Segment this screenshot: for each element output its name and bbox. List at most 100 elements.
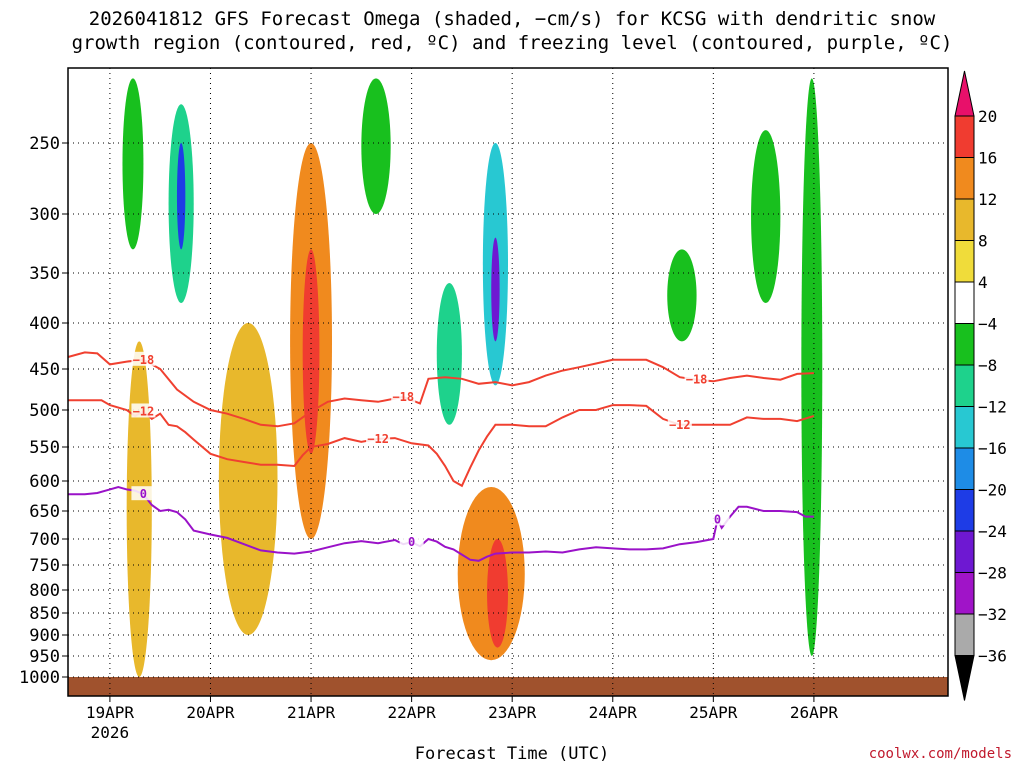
x-tick-label: 21APR	[287, 703, 336, 722]
contour-label-bg	[131, 351, 156, 366]
contour-label-bg	[131, 486, 156, 501]
colorbar-label: −24	[978, 522, 1007, 541]
contour-layer: −18 −18 −18 −12 −12 −12 0 0 0	[67, 351, 815, 562]
omega-region	[436, 283, 462, 425]
omega-region	[176, 143, 186, 250]
colorbar-label: 16	[978, 149, 997, 168]
ground-fill	[68, 677, 948, 696]
colorbar-swatch	[954, 406, 975, 449]
colorbar-swatch	[954, 572, 975, 615]
y-tick-label: 1000	[19, 668, 60, 688]
contour-line	[68, 485, 814, 562]
y-tick-label: 400	[29, 314, 60, 334]
omega-region	[667, 249, 697, 342]
colorbar-label: −4	[978, 315, 997, 334]
colorbar-label: 8	[978, 232, 988, 251]
colorbar: 20 16 12 8 4 −4 −8 −12 −16 −20 −24 −28 −32 −36	[954, 70, 1007, 701]
x-tick-label: 22APR	[388, 703, 437, 722]
omega-region	[361, 78, 391, 214]
credit-link[interactable]: coolwx.com/models	[868, 746, 1012, 762]
contour-label: −12	[669, 418, 691, 432]
x-axis-title: Forecast Time (UTC)	[414, 744, 610, 764]
x-tick-label: 24APR	[589, 703, 638, 722]
plot-frame	[67, 67, 949, 697]
colorbar-label: 4	[978, 273, 988, 292]
y-tick-label: 950	[29, 647, 60, 667]
contour-label-bg	[391, 388, 416, 403]
x-tick-label: 19APR	[86, 703, 135, 722]
colorbar-label: −20	[978, 481, 1007, 500]
colorbar-swatch	[954, 157, 975, 200]
omega-region	[751, 130, 781, 303]
contour-label: 0	[714, 512, 721, 526]
y-tick-label: 600	[29, 472, 60, 492]
contour-label-bg	[399, 534, 424, 549]
y-tick-label: 500	[29, 401, 60, 421]
omega-region	[218, 323, 278, 635]
colorbar-swatch	[954, 240, 975, 283]
colorbar-swatch	[954, 613, 975, 656]
contour-label: −18	[133, 353, 155, 367]
colorbar-swatch	[954, 198, 975, 241]
colorbar-label: −16	[978, 439, 1007, 458]
colorbar-swatch	[954, 281, 975, 324]
x-tick-label: 25APR	[689, 703, 738, 722]
omega-shading-layer	[122, 78, 823, 677]
contour-label-bg	[684, 371, 709, 386]
colorbar-label: −36	[978, 647, 1007, 666]
contour-label: −12	[133, 404, 155, 418]
y-tick-label: 900	[29, 626, 60, 646]
y-tick-label: 800	[29, 581, 60, 601]
contour-line	[67, 351, 814, 428]
omega-region	[126, 341, 152, 677]
colorbar-label: −12	[978, 398, 1007, 417]
colorbar-swatch	[954, 364, 975, 407]
x-tick-label: 26APR	[790, 703, 839, 722]
colorbar-label: 12	[978, 190, 997, 209]
omega-region	[122, 78, 144, 250]
omega-region	[302, 249, 320, 454]
colorbar-swatch	[954, 115, 975, 158]
contour-label-bg	[705, 511, 730, 526]
omega-region	[801, 78, 823, 656]
contour-label: 0	[408, 535, 415, 549]
contour-label-bg	[667, 416, 692, 431]
colorbar-arrow-top	[954, 70, 975, 117]
colorbar-arrow-bottom	[954, 655, 975, 701]
y-tick-label: 550	[29, 438, 60, 458]
contour-label: 0	[140, 487, 147, 501]
y-tick-label: 350	[29, 264, 60, 284]
contour-label-bg	[366, 430, 391, 445]
y-tick-label: 750	[29, 556, 60, 576]
contour-label: −18	[686, 373, 708, 387]
contour-label: −12	[367, 432, 389, 446]
y-tick-label: 850	[29, 604, 60, 624]
x-tick-label: 23APR	[488, 703, 537, 722]
contour-label-bg	[131, 403, 156, 418]
contour-label: −18	[392, 390, 414, 404]
ground-layer	[68, 677, 948, 696]
y-tick-label: 250	[29, 134, 60, 154]
omega-region	[491, 237, 500, 342]
y-tick-label: 300	[29, 205, 60, 225]
colorbar-swatch	[954, 447, 975, 490]
chart-title-line-2: growth region (contoured, red, ºC) and f…	[71, 32, 953, 54]
colorbar-label: 20	[978, 107, 997, 126]
x-tick-sublabel: 2026	[91, 723, 130, 742]
chart-title-line-1: 2026041812 GFS Forecast Omega (shaded, −…	[88, 8, 936, 30]
colorbar-label: −32	[978, 605, 1007, 624]
colorbar-label: −28	[978, 564, 1007, 583]
x-tick-label: 20APR	[186, 703, 235, 722]
omega-region	[487, 539, 508, 648]
y-tick-label: 700	[29, 530, 60, 550]
y-axis: 2503003504004505005506006507007508008509…	[19, 134, 68, 688]
colorbar-swatch	[954, 323, 975, 366]
colorbar-swatch	[954, 489, 975, 532]
contour-line	[68, 399, 815, 488]
y-tick-label: 450	[29, 360, 60, 380]
y-tick-label: 650	[29, 502, 60, 522]
gridlines	[68, 68, 948, 696]
colorbar-label: −8	[978, 356, 997, 375]
